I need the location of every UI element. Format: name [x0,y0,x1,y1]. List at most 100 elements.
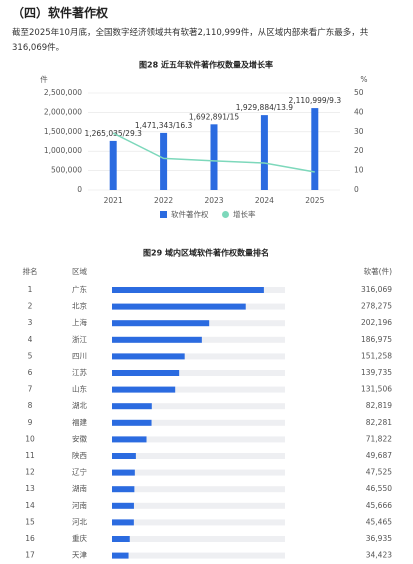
x-tick-label: 2025 [305,196,324,205]
bar [311,108,319,190]
bar-track [112,502,285,509]
bar [112,386,176,393]
y2-tick-label: 0 [354,185,359,194]
value-label: 139,735 [361,368,392,377]
bar-track [112,353,285,360]
bar-track [112,486,285,493]
bar [112,536,130,542]
value-label: 45,666 [366,501,392,510]
value-label: 151,258 [361,351,392,360]
y2-tick-label: 30 [354,127,364,136]
bar [260,115,268,190]
legend-swatch [222,211,229,218]
bar [112,370,180,376]
bar [112,453,136,459]
rank: 10 [25,434,35,443]
region: 湖北 [72,401,87,410]
region: 上海 [72,317,87,327]
rank: 17 [25,551,35,560]
section-heading: （四）软件著作权 [12,6,109,20]
rank: 5 [28,351,33,360]
value-label: 186,975 [361,335,392,344]
y-tick-label: 0 [77,185,82,194]
y-tick-label: 2,000,000 [44,107,82,116]
bar-track [112,436,285,443]
rank: 11 [25,451,35,460]
value-label: 45,465 [366,517,392,526]
region: 河北 [72,517,87,526]
bar [112,486,135,493]
rank: 12 [25,468,35,477]
rank: 1 [28,285,33,294]
legend-swatch [160,211,167,218]
column-header: 区域 [72,266,87,276]
chart-title: 图28 近五年软件著作权数量及增长率 [139,60,273,70]
region: 山东 [72,384,87,394]
bar-track [112,552,285,559]
bar [112,287,264,293]
bar-track [112,469,285,476]
y-tick-label: 1,000,000 [44,146,82,155]
bar-track [112,386,285,393]
region: 广东 [72,284,87,294]
region: 江苏 [72,367,87,377]
value-label: 82,819 [366,401,392,410]
region: 河南 [72,500,87,510]
x-tick-label: 2023 [204,196,223,205]
region: 湖南 [72,483,87,493]
rank: 2 [28,302,33,311]
value-label: 46,550 [366,484,392,493]
region: 安徽 [72,433,87,443]
rank: 14 [25,501,35,510]
column-header: 排名 [23,266,38,276]
y2-tick-label: 10 [354,166,364,175]
value-label: 36,935 [366,534,392,543]
data-label: 1,929,884/13.9 [236,103,294,112]
rank: 8 [28,401,33,410]
bar [210,124,218,190]
region: 陕西 [72,450,87,460]
legend-label: 增长率 [233,209,256,219]
paragraph: 截至2025年10月底，全国数字经济领域共有软著2,110,999件，从区域内部… [12,28,369,53]
value-label: 278,275 [361,302,392,311]
rank: 13 [25,484,35,493]
bar [112,552,129,559]
y-tick-label: 500,000 [51,166,82,175]
bar [112,469,135,476]
rank: 3 [28,318,33,327]
rank: 6 [28,368,33,377]
bar-track [112,536,285,542]
value-label: 202,196 [361,318,392,327]
y-tick-label: 2,500,000 [44,88,82,97]
bar [112,320,210,327]
y2-unit: % [360,75,367,84]
data-label: 2,110,999/9.3 [288,96,341,105]
bar [112,353,185,360]
legend-label: 软件著作权 [171,209,209,219]
chart-title: 图29 域内区域软件著作权数量排名 [143,248,269,258]
column-header: 软著(件) [364,266,392,276]
bar-track [112,519,285,526]
value-label: 34,423 [366,551,392,560]
y2-tick-label: 50 [354,88,364,97]
bar [112,502,134,509]
x-tick-label: 2024 [255,196,274,205]
bar [109,140,117,190]
region: 北京 [72,301,87,311]
rank: 15 [25,517,35,526]
bar [112,336,202,343]
bar [160,132,168,190]
value-label: 316,069 [361,285,392,294]
rank: 4 [28,335,33,344]
bar [112,403,152,410]
value-label: 131,506 [361,385,392,394]
x-tick-label: 2021 [104,196,123,205]
region: 浙江 [72,334,87,344]
region: 四川 [72,351,87,360]
bar [112,519,134,526]
y-tick-label: 1,500,000 [44,127,82,136]
region: 重庆 [72,533,87,543]
y2-tick-label: 40 [354,107,364,116]
